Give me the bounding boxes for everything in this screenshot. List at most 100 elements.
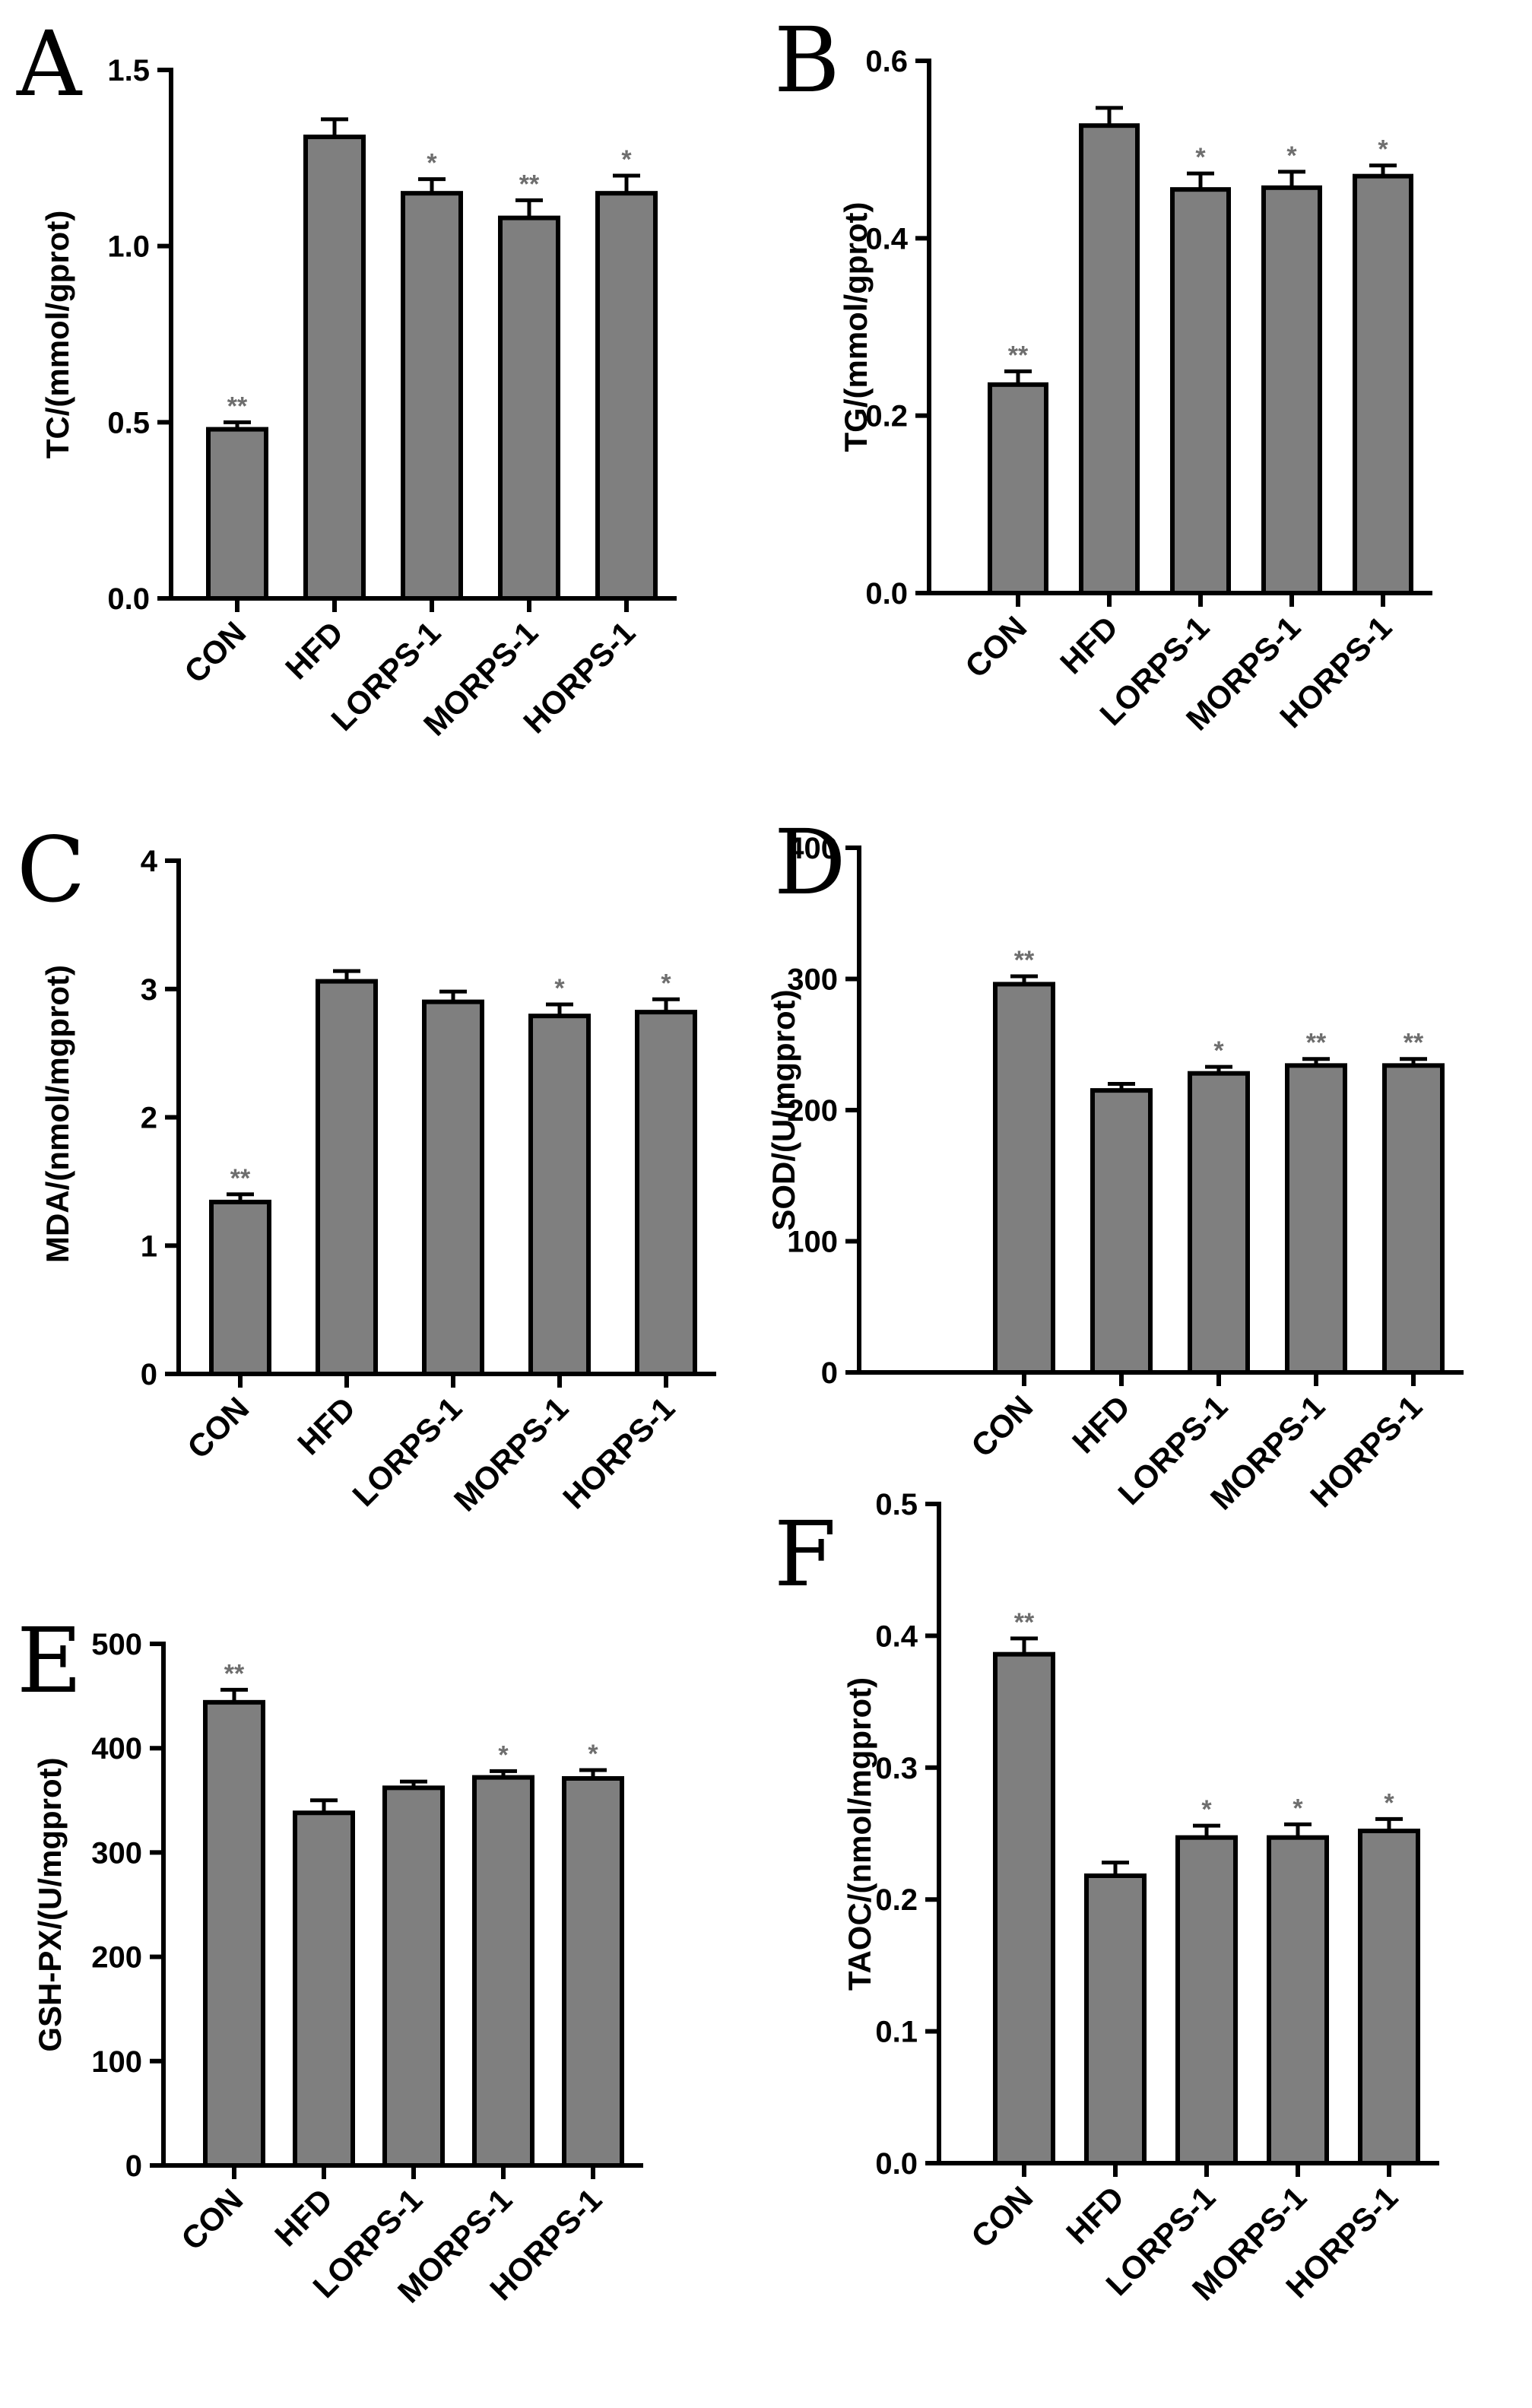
bar-a-con bbox=[206, 427, 268, 601]
panel-letter-a: A bbox=[16, 11, 83, 116]
y-tick-label-b: 0.4 bbox=[865, 222, 908, 255]
y-tick-label-f: 0.2 bbox=[875, 1883, 918, 1917]
x-tick-label-f: CON bbox=[964, 2179, 1039, 2254]
x-tick-label-a: CON bbox=[177, 614, 252, 690]
significance-marker-a: * bbox=[427, 149, 437, 178]
x-tick-label-d: HFD bbox=[1065, 1388, 1137, 1460]
y-tick-label-c: 0 bbox=[141, 1358, 157, 1391]
x-tick-label-e: CON bbox=[174, 2181, 249, 2257]
bar-d-hfd bbox=[1090, 1088, 1153, 1375]
bar-c-lorps-1 bbox=[422, 999, 484, 1376]
bar-d-horps-1 bbox=[1382, 1063, 1445, 1375]
bar-c-horps-1 bbox=[635, 1010, 697, 1376]
y-axis-label-c: MDA/(nmol/mgprot) bbox=[40, 965, 75, 1263]
significance-marker-f: * bbox=[1293, 1794, 1303, 1823]
y-tick-label-b: 0.2 bbox=[865, 400, 908, 433]
y-tick-label-a: 1.5 bbox=[107, 54, 150, 87]
panel-letter-c: C bbox=[17, 817, 85, 922]
panel-letter-d: D bbox=[774, 810, 846, 915]
significance-marker-a: * bbox=[621, 145, 632, 174]
x-tick-label-b: HFD bbox=[1053, 609, 1124, 681]
significance-marker-a: ** bbox=[227, 392, 248, 420]
significance-marker-c: ** bbox=[230, 1164, 251, 1193]
y-axis-label-d: SOD/(U/mgprot) bbox=[766, 989, 801, 1230]
bar-b-horps-1 bbox=[1353, 173, 1413, 595]
bar-b-con bbox=[988, 382, 1048, 595]
y-tick-label-d: 200 bbox=[787, 1094, 838, 1128]
bar-a-morps-1 bbox=[498, 215, 560, 601]
significance-marker-f: * bbox=[1201, 1795, 1212, 1824]
bar-f-hfd bbox=[1084, 1873, 1147, 2166]
significance-marker-e: * bbox=[498, 1740, 509, 1769]
bar-f-con bbox=[993, 1651, 1055, 2165]
bar-d-con bbox=[993, 982, 1055, 1375]
y-tick-label-e: 300 bbox=[91, 1836, 142, 1870]
x-tick-label-b: CON bbox=[958, 609, 1033, 684]
bar-e-horps-1 bbox=[562, 1775, 624, 2168]
y-tick-label-a: 1.0 bbox=[107, 230, 150, 264]
significance-marker-f: ** bbox=[1014, 1608, 1035, 1637]
y-tick-label-d: 0 bbox=[821, 1356, 838, 1390]
y-axis-label-b: TG/(mmol/gprot) bbox=[838, 202, 874, 452]
significance-marker-b: * bbox=[1195, 143, 1206, 172]
y-tick-label-c: 3 bbox=[141, 973, 157, 1007]
bar-b-morps-1 bbox=[1261, 185, 1322, 596]
significance-marker-a: ** bbox=[519, 170, 540, 198]
y-axis-label-f: TAOC/(nmol/mgprot) bbox=[842, 1677, 877, 1991]
x-tick-label-c: CON bbox=[180, 1390, 255, 1465]
y-tick-label-e: 500 bbox=[91, 1628, 142, 1661]
significance-marker-d: ** bbox=[1306, 1029, 1327, 1058]
significance-marker-d: ** bbox=[1014, 946, 1035, 975]
y-tick-label-f: 0.5 bbox=[875, 1488, 918, 1521]
bar-e-con bbox=[203, 1699, 265, 2168]
x-tick-label-c: HFD bbox=[290, 1390, 362, 1461]
significance-marker-b: * bbox=[1286, 141, 1297, 170]
y-tick-label-d: 100 bbox=[787, 1226, 838, 1259]
y-tick-label-d: 400 bbox=[787, 832, 838, 865]
y-tick-label-c: 4 bbox=[141, 845, 158, 878]
y-tick-label-b: 0.0 bbox=[865, 577, 908, 611]
y-tick-label-e: 400 bbox=[91, 1732, 142, 1766]
bar-f-horps-1 bbox=[1358, 1829, 1420, 2165]
y-tick-label-e: 100 bbox=[91, 2045, 142, 2079]
significance-marker-f: * bbox=[1384, 1788, 1394, 1817]
y-axis-label-a: TC/(mmol/gprot) bbox=[40, 211, 75, 459]
y-tick-label-c: 1 bbox=[141, 1229, 157, 1263]
panel-letter-e: E bbox=[17, 1608, 82, 1713]
x-tick-label-f: HFD bbox=[1059, 2179, 1131, 2251]
bar-d-morps-1 bbox=[1285, 1063, 1347, 1375]
y-tick-label-f: 0.1 bbox=[875, 2016, 918, 2049]
y-tick-label-f: 0.4 bbox=[875, 1620, 918, 1653]
significance-marker-c: * bbox=[554, 974, 565, 1003]
panel-letter-f: F bbox=[774, 1502, 836, 1607]
bar-f-lorps-1 bbox=[1175, 1835, 1238, 2165]
x-tick-label-a: HFD bbox=[278, 614, 350, 686]
bar-b-lorps-1 bbox=[1170, 187, 1231, 595]
bar-f-morps-1 bbox=[1267, 1835, 1329, 2165]
bar-c-con bbox=[209, 1199, 271, 1376]
bar-a-horps-1 bbox=[595, 191, 658, 601]
bar-a-hfd bbox=[303, 135, 366, 601]
bar-e-morps-1 bbox=[472, 1775, 534, 2168]
y-axis-label-e: GSH-PX/(U/mgprot) bbox=[32, 1757, 68, 2051]
bar-e-lorps-1 bbox=[382, 1785, 445, 2168]
y-tick-label-f: 0.3 bbox=[875, 1752, 918, 1785]
y-tick-label-d: 300 bbox=[787, 963, 838, 997]
x-tick-label-e: HFD bbox=[268, 2181, 339, 2253]
y-tick-label-c: 2 bbox=[141, 1102, 157, 1135]
significance-marker-d: ** bbox=[1404, 1029, 1424, 1058]
x-tick-label-d: CON bbox=[964, 1388, 1039, 1464]
significance-marker-e: * bbox=[588, 1740, 598, 1769]
y-tick-label-b: 0.6 bbox=[865, 45, 908, 78]
significance-marker-b: ** bbox=[1008, 341, 1029, 370]
significance-marker-e: ** bbox=[224, 1659, 245, 1688]
significance-marker-c: * bbox=[661, 969, 671, 998]
bar-b-hfd bbox=[1079, 123, 1140, 595]
significance-marker-b: * bbox=[1378, 135, 1388, 164]
y-tick-label-e: 200 bbox=[91, 1941, 142, 1975]
significance-marker-d: * bbox=[1213, 1036, 1224, 1065]
x-tick-label-c: MORPS-1 bbox=[447, 1390, 576, 1518]
bar-c-morps-1 bbox=[528, 1014, 591, 1376]
bar-c-hfd bbox=[316, 979, 378, 1376]
